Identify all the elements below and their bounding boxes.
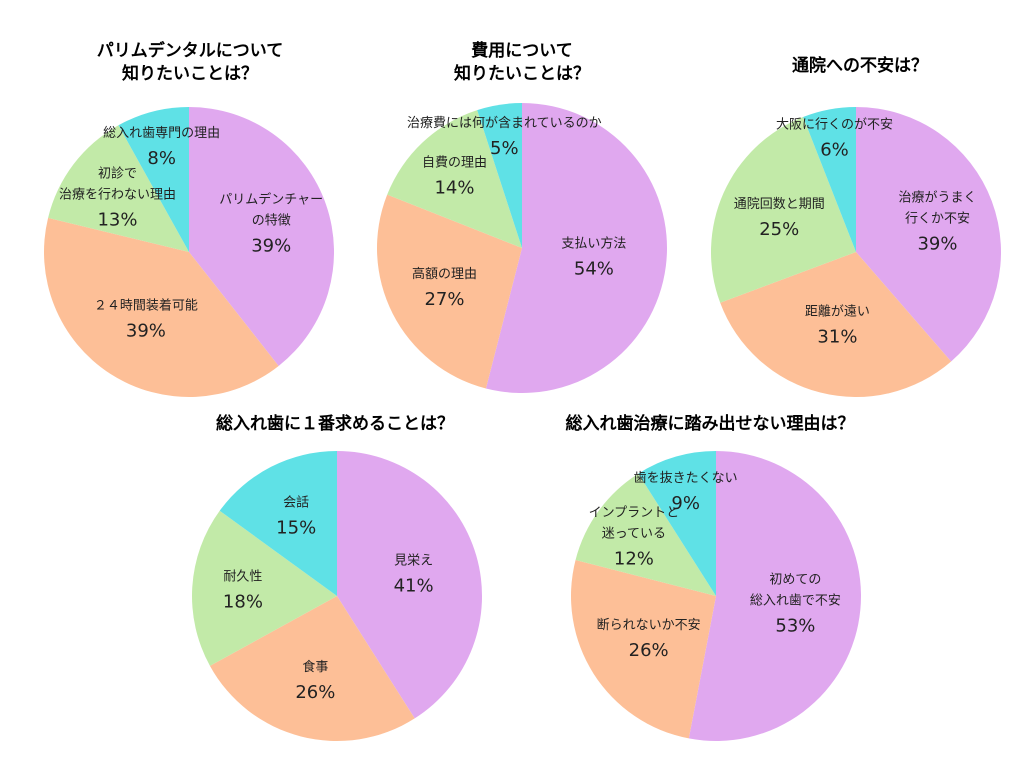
slice-percent-label: 8% [147,148,176,169]
slice-label: 自費の理由 [422,156,487,171]
pie-slice [638,451,716,596]
slice-percent-label: 39% [126,321,166,342]
slice-percent-label: 6% [820,140,849,161]
pie-slice [570,559,716,739]
slice-label: 歯を抜きたくない [634,470,738,486]
slice-percent-label: 14% [434,178,474,199]
slice-label: 治療がうまく行くか不安 [898,191,976,227]
pie-slice [191,510,337,666]
slice-label: 会話 [283,494,309,510]
pie-slice [688,451,862,741]
slice-label: ２４時間装着可能 [94,298,198,314]
pie-slice [711,116,856,303]
chart-title: 費用について 知りたいことは？ [454,41,590,84]
chart-title: パリムデンタルについて 知りたいことは？ [96,41,284,84]
slice-label: パリムデンチャーの特徴 [219,192,323,229]
slice-label: 食事 [302,659,328,675]
slice-percent-label: 39% [917,234,957,255]
pie-slice [856,107,1001,362]
slice-label: 大阪に行くのが不安 [776,118,893,133]
slice-label: 耐久性 [223,570,262,585]
pie-slice [720,252,952,397]
slice-percent-label: 15% [276,517,316,538]
slice-label: 見栄え [394,553,433,568]
slice-label: 総入れ歯専門の理由 [103,126,220,141]
pie-slice [44,217,279,397]
slice-label: 治療費には何が含まれているのか [407,115,602,131]
chart-title: 総入れ歯に１番求めることは？ [216,414,454,434]
slice-percent-label: 13% [97,210,137,231]
slice-label: 距離が遠い [805,305,870,320]
slice-percent-label: 27% [424,289,464,310]
pie-slice [337,451,482,719]
slice-percent-label: 26% [295,682,335,703]
slice-percent-label: 39% [251,236,291,257]
pie-slice [477,103,522,248]
slice-label: 断られないか不安 [597,618,701,633]
pie-slice [575,473,716,596]
slice-label: インプラントと迷っている [589,505,680,541]
slice-percent-label: 41% [394,575,434,596]
slice-percent-label: 18% [223,592,263,613]
slice-label: 支払い方法 [561,236,626,252]
slice-label: 初診で治療を行わない理由 [59,166,176,203]
chart-title: 通院への不安は？ [792,56,928,76]
slice-label: 通院回数と期間 [734,197,825,212]
slice-percent-label: 31% [817,327,857,348]
slice-percent-label: 25% [759,219,799,240]
slice-percent-label: 53% [775,616,815,637]
slice-percent-label: 9% [671,493,700,514]
slice-percent-label: 26% [629,640,669,661]
pie-slice [219,451,337,596]
slice-percent-label: 12% [614,548,654,569]
slice-percent-label: 5% [490,138,519,159]
pie-slice [209,596,415,741]
slice-label: 初めての総入れ歯で不安 [750,573,841,609]
pie-slice [803,107,856,252]
pie-slice [485,103,668,393]
pie-slice [118,107,189,252]
slice-percent-label: 54% [574,259,614,280]
pie-slice [189,107,334,366]
slice-label: 高額の理由 [412,266,477,282]
pie-slice [387,110,522,248]
pie-slice [48,125,189,252]
pie-slice [377,194,522,389]
chart-title: 総入れ歯治療に踏み出せない理由は？ [565,414,855,434]
